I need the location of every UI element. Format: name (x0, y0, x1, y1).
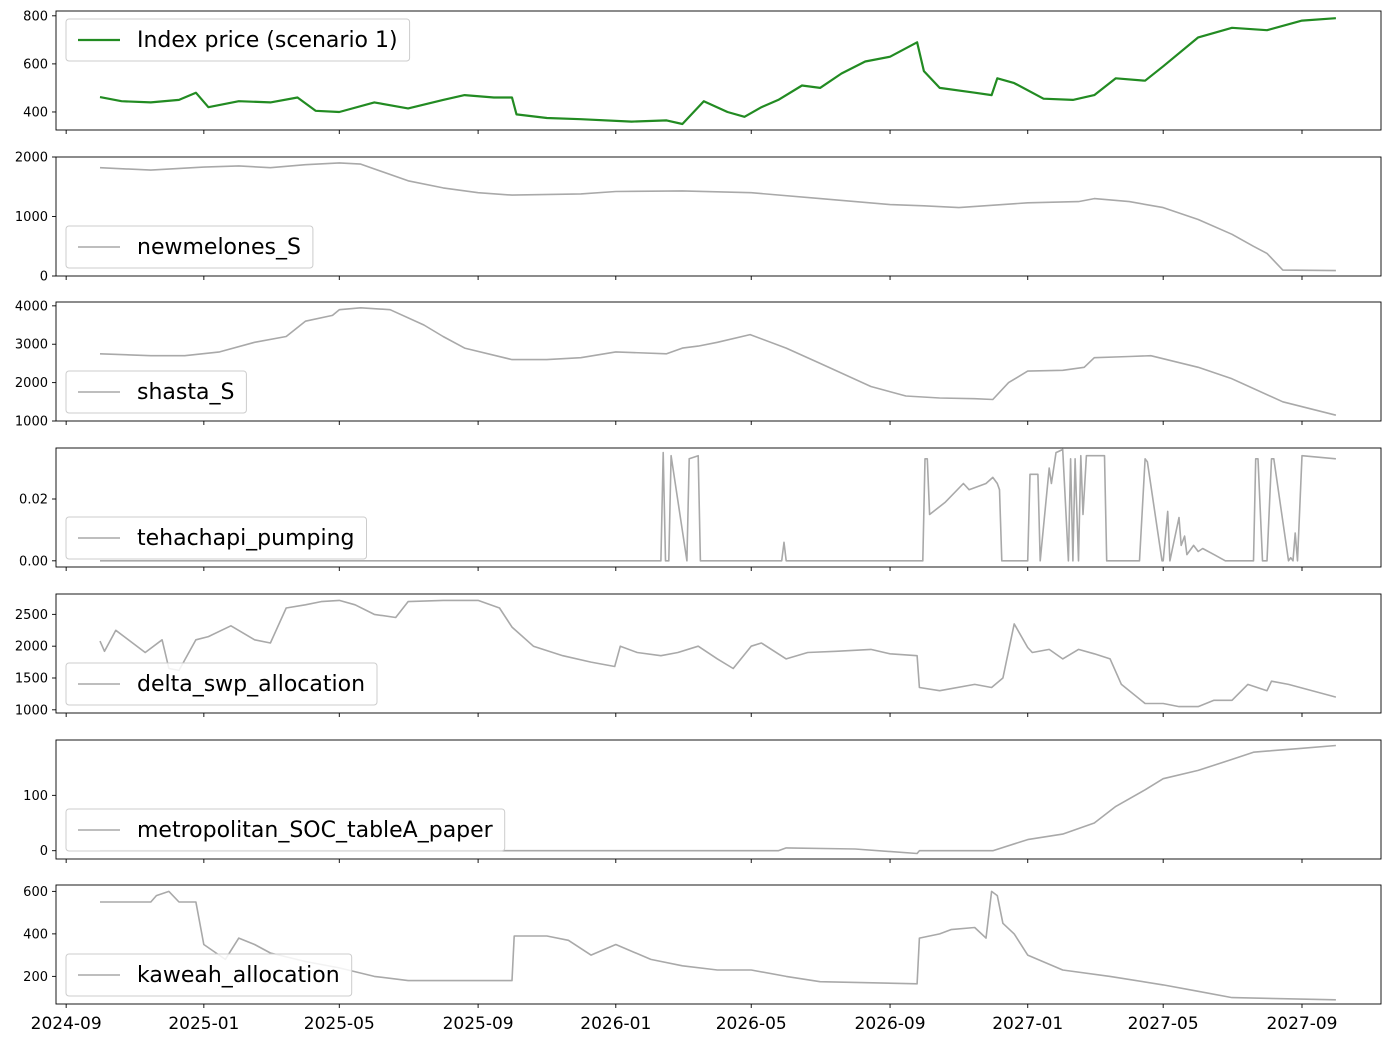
x-tick-label: 2027-09 (1266, 1014, 1337, 1034)
series-line-delta_swp_allocation (99, 599, 1337, 708)
y-tick-label: 0 (40, 844, 48, 859)
x-tick-label: 2027-01 (992, 1014, 1063, 1034)
y-tick-label: 400 (23, 105, 48, 120)
legend-box (65, 808, 506, 852)
y-tick-label: 4000 (15, 299, 48, 314)
series-line-kaweah_allocation (100, 890, 1336, 1001)
y-tick-label: 800 (23, 9, 48, 24)
legend-label: kaweah_allocation (137, 963, 340, 988)
legend: delta_swp_allocation (65, 662, 378, 706)
y-tick-label: 1000 (15, 415, 48, 430)
x-tick-label: 2026-01 (580, 1014, 651, 1034)
y-tick-label: 2000 (15, 151, 48, 166)
x-tick-label: 2027-05 (1128, 1014, 1199, 1034)
chart-panel-Index price (scenario 1): 400 600 800 Index price (scenario 1) (23, 9, 1382, 134)
y-tick-label: 0.02 (19, 493, 48, 508)
chart-panel-delta_swp_allocation: 1000 1500 2000 2500 delta_swp_allocation (15, 593, 1382, 718)
legend-label: Index price (scenario 1) (137, 28, 398, 53)
legend-label: tehachapi_pumping (137, 526, 355, 551)
x-tick-label: 2026-05 (716, 1014, 787, 1034)
y-tick-label: 1000 (15, 703, 48, 718)
y-tick-label: 600 (23, 885, 48, 900)
axes-frame (55, 447, 1382, 568)
chart-panel-kaweah_allocation: 200 400 600 kaweah_allocation (23, 884, 1382, 1008)
legend-label: shasta_S (137, 380, 234, 405)
y-tick-label: 200 (23, 970, 48, 985)
legend-box (65, 370, 247, 414)
axes-frame (55, 301, 1382, 422)
y-tick-label: 1500 (15, 672, 48, 687)
legend-box (65, 662, 378, 706)
y-tick-label: 400 (23, 927, 48, 942)
x-tick-label: 2024-09 (31, 1014, 102, 1034)
series-line-Index price (scenario 1) (99, 17, 1336, 126)
legend-box (65, 225, 314, 269)
axes-frame (55, 593, 1382, 714)
x-tick-label: 2026-09 (855, 1014, 926, 1034)
legend: newmelones_S (65, 225, 314, 269)
axes-frame (55, 884, 1382, 1005)
chart-panel-newmelones_S: 0 1000 2000 newmelones_S (15, 151, 1382, 285)
y-tick-label: 1000 (15, 210, 48, 225)
legend-box (65, 516, 367, 560)
y-tick-label: 0 (40, 270, 48, 285)
chart-panel-metropolitan_SOC_tableA_paper: 0 100 metropolitan_SOC_tableA_paper (23, 739, 1382, 863)
axes-frame (55, 10, 1382, 131)
legend: Index price (scenario 1) (65, 18, 411, 62)
legend-label: metropolitan_SOC_tableA_paper (137, 818, 494, 843)
series-line-tehachapi_pumping (100, 448, 1336, 562)
series-line-shasta_S (99, 307, 1337, 416)
legend-box (65, 953, 353, 997)
axes-frame (55, 739, 1382, 860)
legend-box (65, 18, 411, 62)
series-line-newmelones_S (99, 162, 1336, 272)
x-tick-label: 2025-05 (304, 1014, 375, 1034)
y-tick-label: 0.00 (19, 554, 48, 569)
y-tick-label: 2500 (15, 608, 48, 623)
y-tick-label: 600 (23, 57, 48, 72)
y-tick-label: 2000 (15, 376, 48, 391)
legend: shasta_S (65, 370, 247, 414)
legend: tehachapi_pumping (65, 516, 367, 560)
y-tick-label: 2000 (15, 640, 48, 655)
y-tick-label: 3000 (15, 338, 48, 353)
x-tick-label: 2025-01 (168, 1014, 239, 1034)
x-tick-label: 2025-09 (443, 1014, 514, 1034)
y-tick-label: 100 (23, 789, 48, 804)
chart-panel-tehachapi_pumping: 0.00 0.02 tehachapi_pumping (19, 447, 1382, 571)
chart-panel-shasta_S: 1000 2000 3000 4000 shasta_S (15, 299, 1382, 430)
legend: metropolitan_SOC_tableA_paper (65, 808, 506, 852)
legend: kaweah_allocation (65, 953, 353, 997)
series-line-metropolitan_SOC_tableA_paper (100, 744, 1336, 855)
legend-label: newmelones_S (137, 235, 301, 260)
legend-label: delta_swp_allocation (137, 672, 365, 697)
